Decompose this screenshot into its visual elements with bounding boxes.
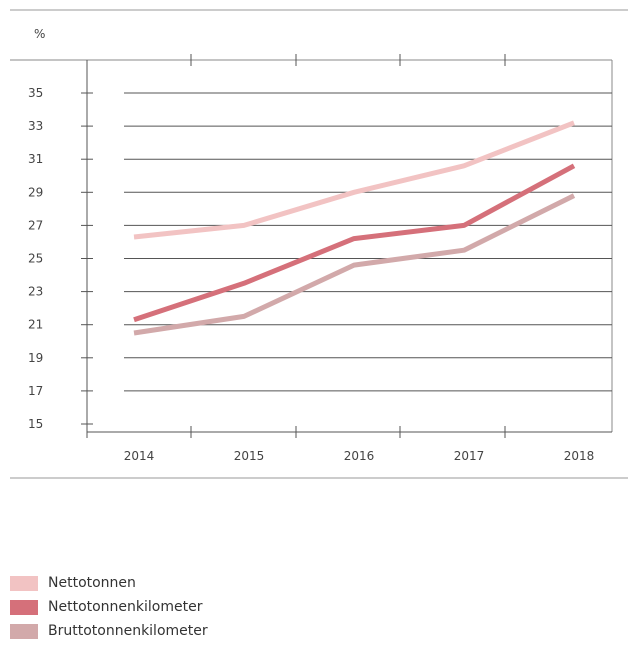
legend-label-bruttotonnenkilometer: Bruttotonnenkilometer <box>48 623 208 639</box>
y-tick-label: 27 <box>28 218 43 232</box>
legend-item-nettotonnenkilometer: Nettotonnenkilometer <box>10 596 208 618</box>
y-tick-label: 35 <box>28 86 43 100</box>
legend-swatch-nettotonnen <box>10 575 38 591</box>
y-tick-label: 33 <box>28 119 43 133</box>
series-line-nettotonnen <box>133 120 575 240</box>
x-tick-label: 2015 <box>234 449 265 463</box>
x-tick-label: 2018 <box>564 449 595 463</box>
y-tick-label: 31 <box>28 152 43 166</box>
legend-item-bruttotonnenkilometer: Bruttotonnenkilometer <box>10 620 208 642</box>
x-tick-label: 2017 <box>454 449 485 463</box>
y-tick-label: 29 <box>28 185 43 199</box>
y-tick-label: 21 <box>28 318 43 332</box>
legend-label-nettotonnen: Nettotonnen <box>48 575 136 591</box>
y-tick-label: 17 <box>28 384 43 398</box>
y-axis-unit-label: % <box>34 27 45 41</box>
y-tick-label: 19 <box>28 351 43 365</box>
series-line-nettotonnenkilometer <box>133 163 576 323</box>
y-tick-label: 15 <box>28 417 43 431</box>
frame <box>10 9 628 479</box>
legend-label-nettotonnenkilometer: Nettotonnenkilometer <box>48 599 203 615</box>
series-lines <box>133 120 576 336</box>
y-tick-label: 23 <box>28 285 43 299</box>
series-line-bruttotonnenkilometer <box>133 193 576 336</box>
x-axis: 2014 2015 2016 2017 2018 <box>86 426 612 463</box>
legend: Nettotonnen Nettotonnenkilometer Bruttot… <box>10 572 208 644</box>
y-axis: 15 17 19 21 23 25 27 29 31 33 35 <box>28 60 93 432</box>
legend-swatch-nettotonnenkilometer <box>10 599 38 615</box>
y-tick-label: 25 <box>28 252 43 266</box>
legend-swatch-bruttotonnenkilometer <box>10 623 38 639</box>
x-tick-label: 2014 <box>124 449 155 463</box>
legend-item-nettotonnen: Nettotonnen <box>10 572 208 594</box>
x-tick-label: 2016 <box>344 449 375 463</box>
